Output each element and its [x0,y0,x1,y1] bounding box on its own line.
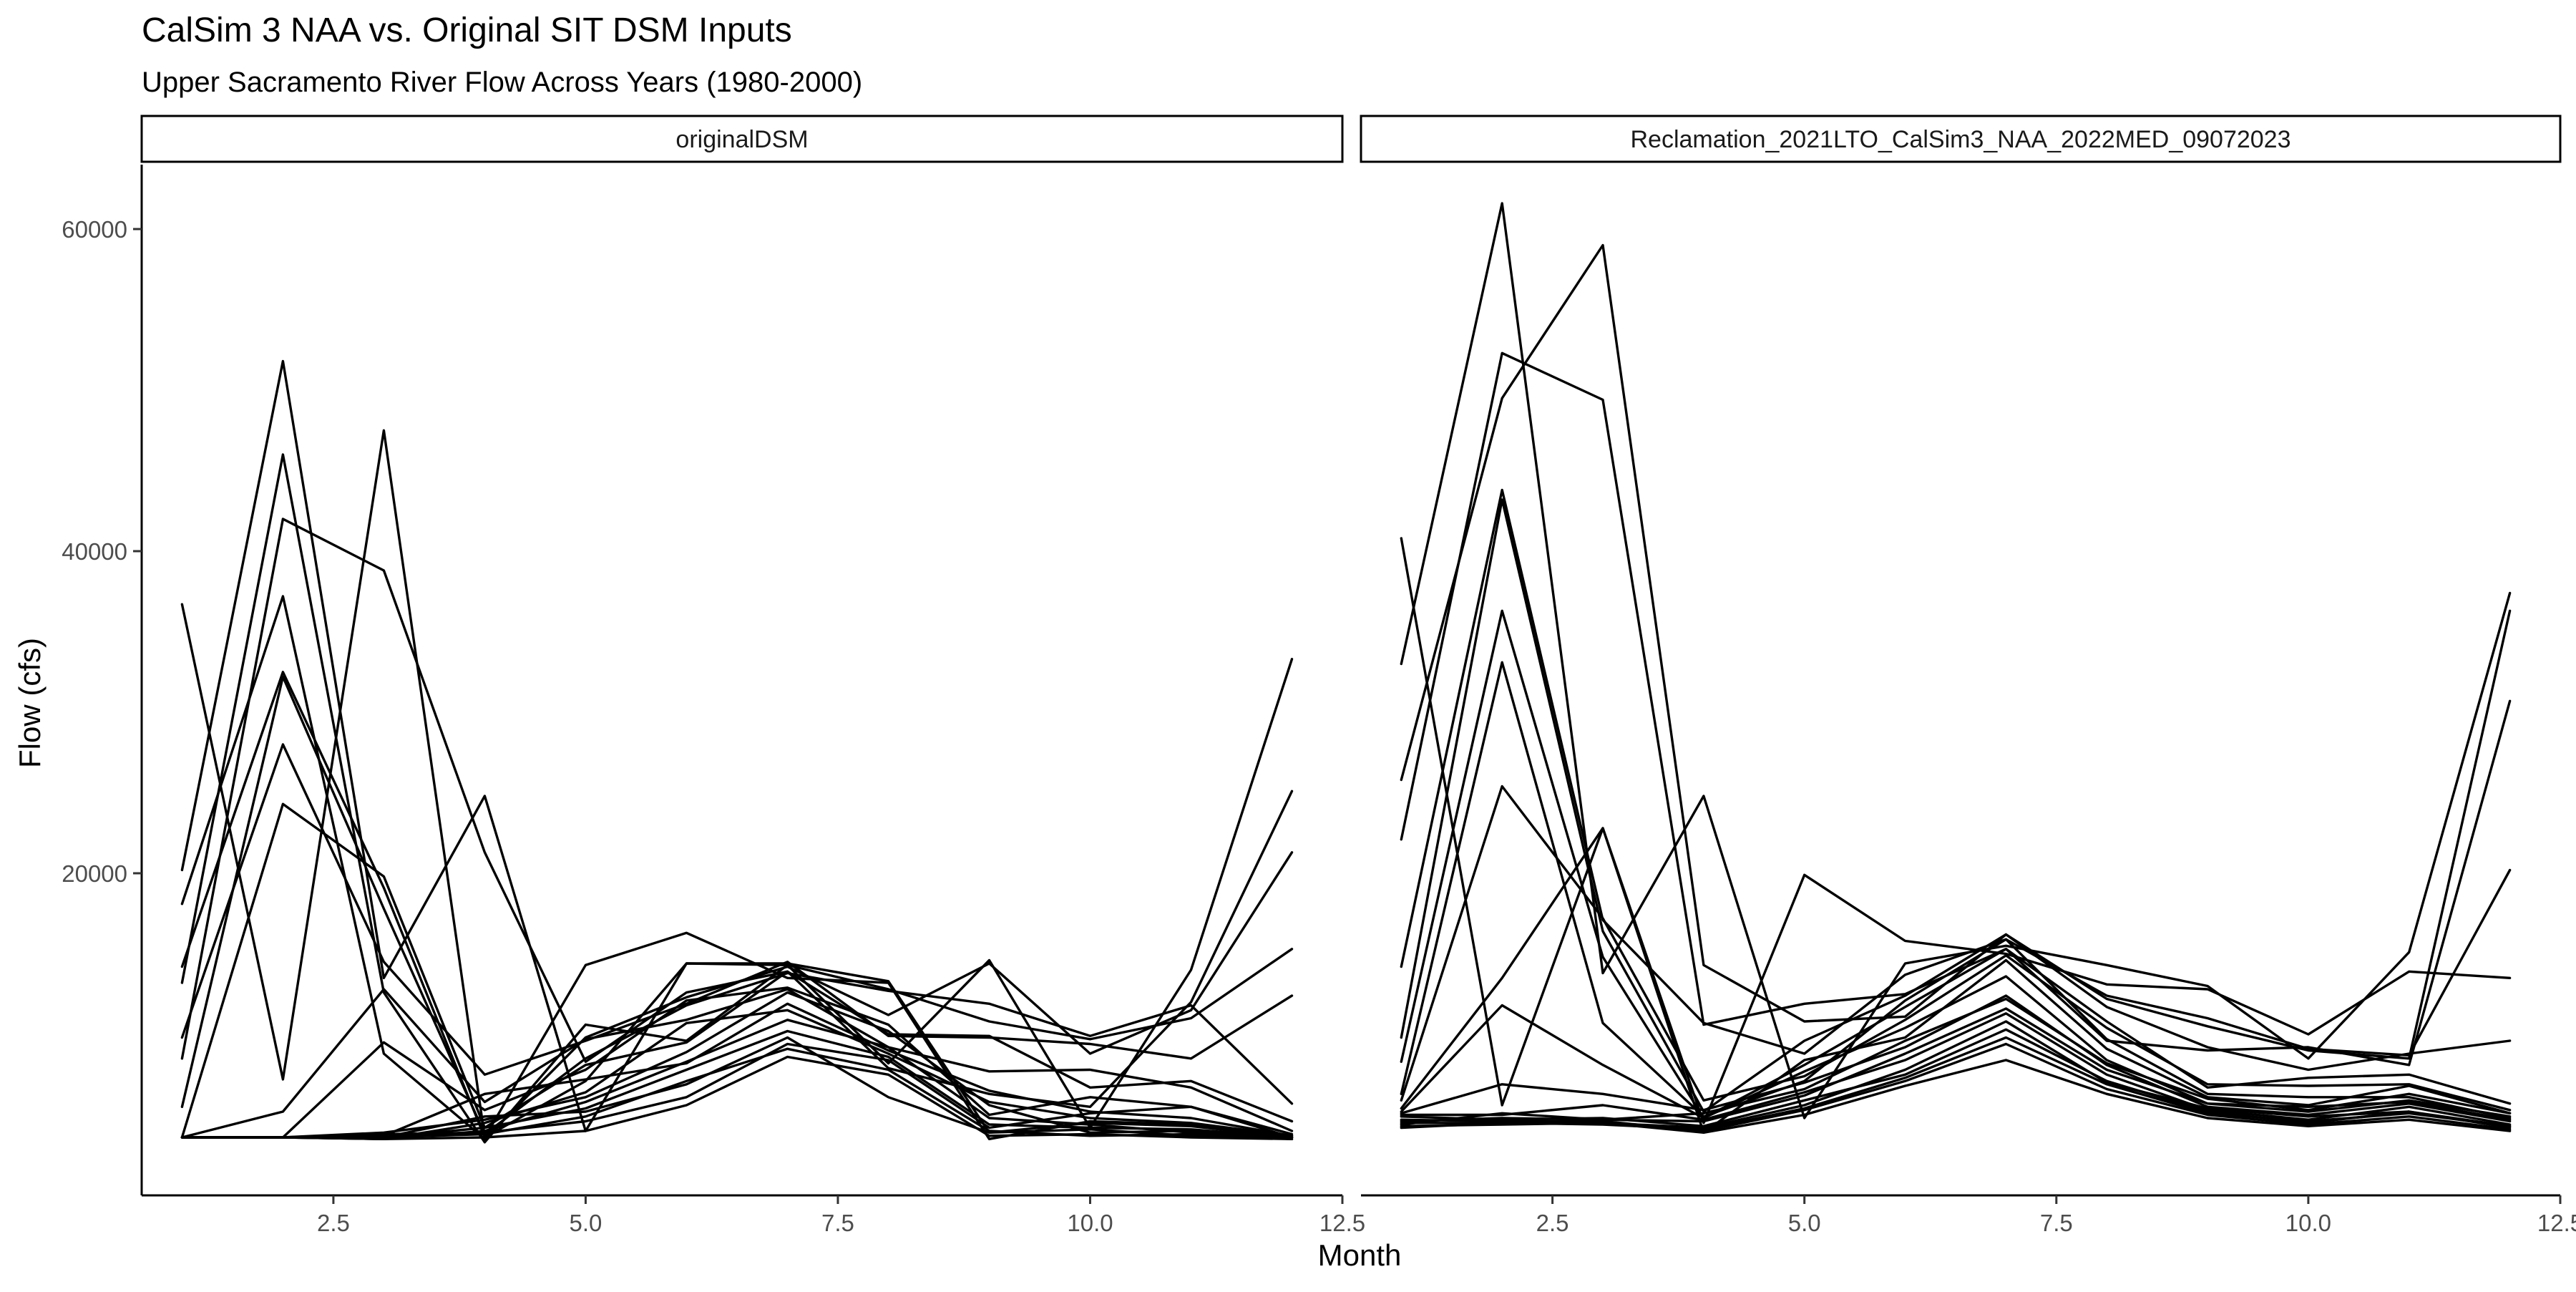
x-tick-label: 7.5 [821,1210,854,1236]
series-line [180,675,1294,1136]
x-tick-label: 10.0 [2285,1210,2331,1236]
series-line [1400,1012,2512,1126]
series-line [180,595,1294,1141]
series-line [1400,975,2512,1122]
series-line [1400,537,2512,1125]
series-line [180,429,1294,1141]
series-line [180,1047,1294,1141]
facet-strip-label: Reclamation_2021LTO_CalSim3_NAA_2022MED_… [1631,126,2291,153]
chart-title: CalSim 3 NAA vs. Original SIT DSM Inputs [142,11,792,49]
series-line [180,1042,1294,1139]
y-axis-label: Flow (cfs) [13,638,47,768]
series-line [180,453,1294,1144]
series-line [180,991,1294,1139]
series-line [180,986,1294,1139]
x-tick-label: 2.5 [317,1210,350,1236]
x-tick-label: 5.0 [569,1210,602,1236]
series-line [180,988,1294,1139]
facet-strip [1360,115,2562,163]
y-tick-label: 40000 [62,538,127,565]
series-line [180,802,1294,1139]
x-tick-label: 12.5 [2537,1210,2576,1236]
series-line [1400,1007,2512,1126]
series-line [1400,498,2512,1113]
y-tick-label: 60000 [62,216,127,243]
series-line [1400,661,2512,1119]
panel-1: originalDSM 20000 40000 60000 2.5 5.0 7.5 10.0 1… [62,115,1365,1236]
series-line [1400,202,2512,1119]
facet-panels: originalDSM 20000 40000 60000 2.5 5.0 7.5 10.0 1… [62,115,2576,1236]
series-line [1400,609,2512,1119]
series-line [1400,1036,2512,1131]
x-tick-label: 12.5 [1319,1210,1365,1236]
facet-strip-label: originalDSM [675,126,808,153]
y-tick-label: 20000 [62,860,127,887]
x-tick-label: 5.0 [1788,1210,1821,1236]
series-line [1400,827,2512,1135]
series-line [1400,785,2512,1112]
series-line [1400,243,2512,1060]
x-tick-label: 10.0 [1067,1210,1113,1236]
x-axis-label: Month [1318,1238,1402,1272]
series-line [1400,994,2512,1123]
x-tick-label: 7.5 [2040,1210,2073,1236]
series-line [180,743,1294,1077]
facet-strip [140,115,1344,163]
panel-2: Reclamation_2021LTO_CalSim3_NAA_2022MED_… [1360,115,2576,1236]
series-line [180,671,1294,1139]
chart-subtitle: Upper Sacramento River Flow Across Years… [142,67,862,98]
series-line [1400,997,2512,1123]
series-line [1400,1042,2512,1132]
series-line [1400,488,2512,1057]
x-tick-label: 2.5 [1536,1210,1569,1236]
